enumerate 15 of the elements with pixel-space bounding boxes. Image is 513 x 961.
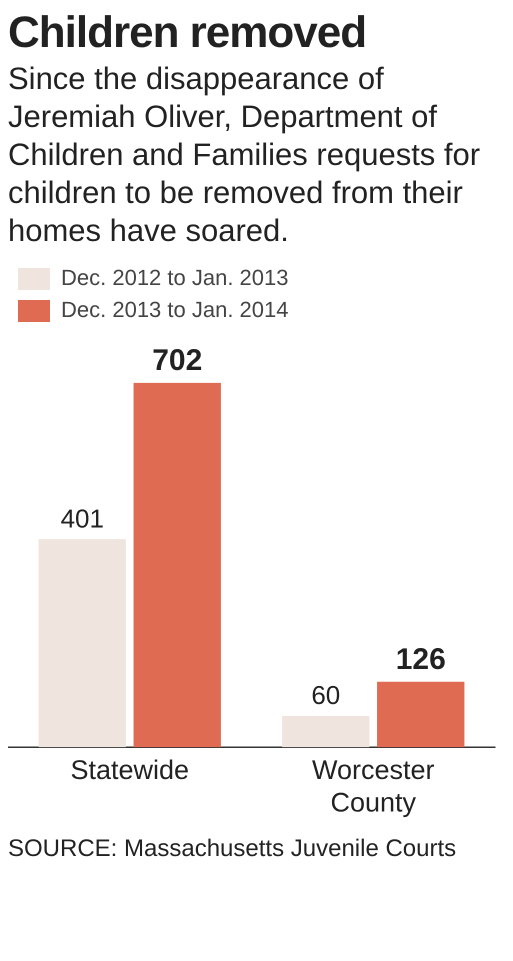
x-tick-label: Worcester County (312, 754, 435, 818)
data-label: 702 (152, 344, 202, 378)
bar (282, 716, 370, 748)
source-note: SOURCE: Massachusetts Juvenile Courts (8, 834, 458, 864)
bar (377, 682, 464, 748)
data-label: 60 (311, 680, 340, 710)
chart-subtitle: Since the disappearance of Jeremiah Oliver, Department of Children and Families requests for children to be removed from their homes have soared. (8, 60, 482, 250)
chart-title: Children removed (8, 8, 368, 58)
data-label: 401 (60, 503, 104, 534)
legend-label: Dec. 2013 to Jan. 2014 (61, 297, 288, 322)
legend-label: Dec. 2012 to Jan. 2013 (61, 265, 288, 290)
data-label: 126 (396, 643, 446, 676)
bar (134, 382, 221, 748)
x-tick-label: Statewide (70, 754, 190, 785)
bar (38, 539, 126, 748)
